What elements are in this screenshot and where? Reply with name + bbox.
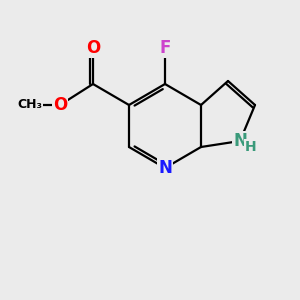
- Text: O: O: [86, 39, 100, 57]
- Text: O: O: [53, 96, 67, 114]
- Text: H: H: [245, 140, 256, 154]
- Text: N: N: [233, 132, 247, 150]
- Text: N: N: [158, 159, 172, 177]
- Text: CH₃: CH₃: [17, 98, 43, 112]
- Text: F: F: [159, 39, 171, 57]
